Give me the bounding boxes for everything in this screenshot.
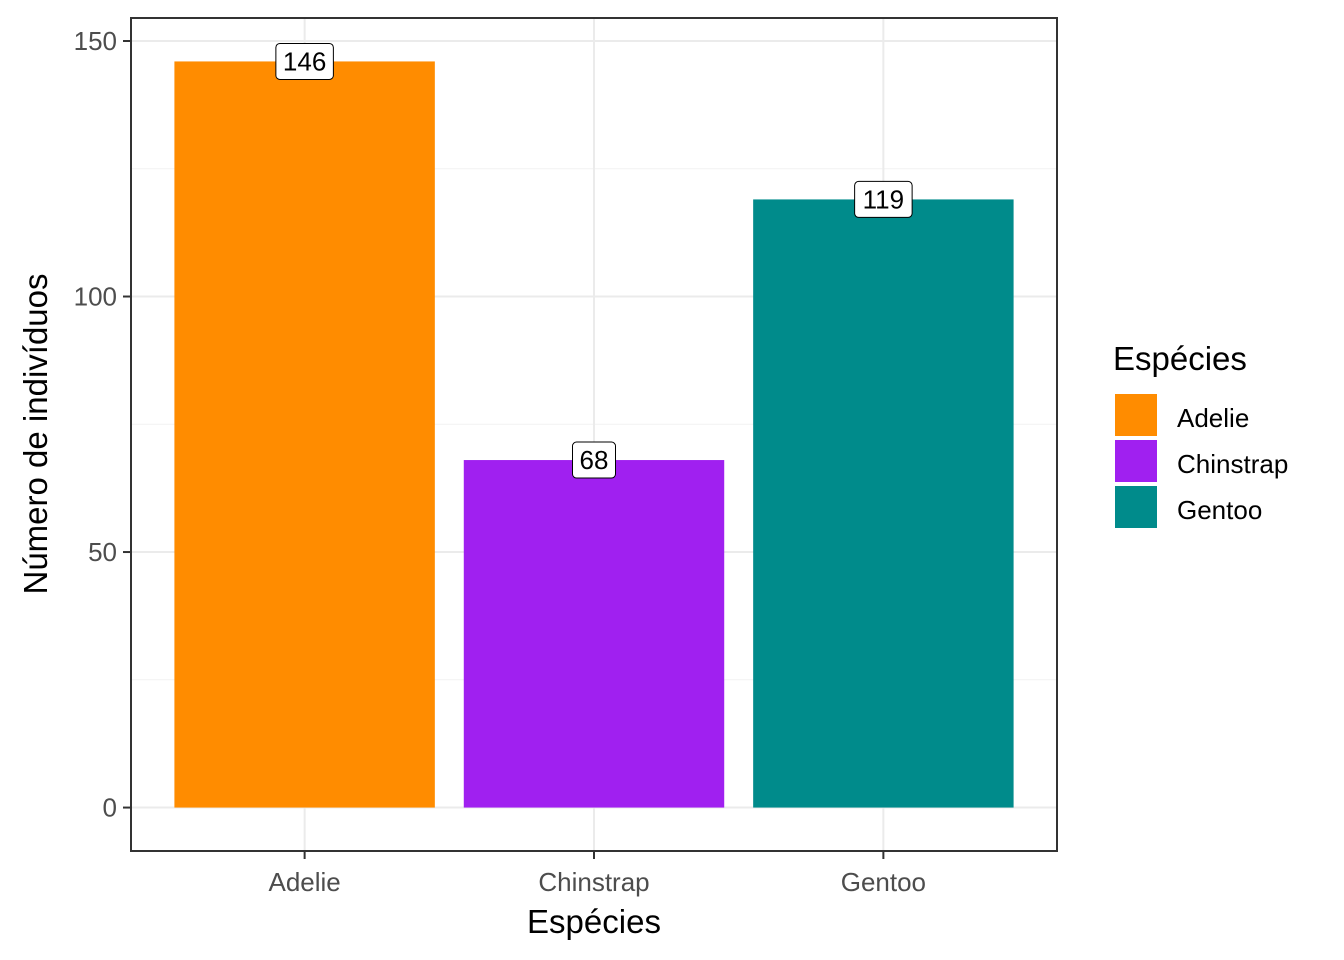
y-axis: 0 50 100 150 [74, 26, 131, 823]
y-tick-label: 100 [74, 282, 117, 312]
legend-label-adelie: Adelie [1177, 403, 1249, 433]
data-label: 68 [572, 441, 616, 479]
data-label-box [854, 180, 913, 218]
data-label: 119 [854, 180, 913, 218]
legend-key-adelie [1115, 394, 1157, 436]
bars [174, 61, 1014, 808]
bar-gentoo [753, 199, 1014, 808]
data-label-text: 146 [283, 46, 326, 76]
data-label-box [572, 441, 616, 479]
data-labels: 146 68 119 [275, 42, 913, 479]
x-axis-title: Espécies [527, 903, 661, 940]
data-label-box [275, 42, 334, 80]
x-tick-label: Chinstrap [538, 867, 649, 897]
y-tick-label: 50 [88, 537, 117, 567]
y-tick-label: 150 [74, 26, 117, 56]
data-label-text: 119 [863, 184, 904, 214]
data-label-text: 68 [580, 445, 609, 475]
x-axis: Adelie Chinstrap Gentoo [268, 851, 926, 897]
legend: Espécies Adelie Chinstrap Gentoo [1113, 340, 1288, 528]
legend-key-gentoo [1115, 486, 1157, 528]
y-axis-title: Número de indivíduos [17, 273, 54, 594]
legend-key-chinstrap [1115, 440, 1157, 482]
x-tick-label: Adelie [268, 867, 340, 897]
legend-label-gentoo: Gentoo [1177, 495, 1262, 525]
legend-title: Espécies [1113, 340, 1247, 377]
legend-label-chinstrap: Chinstrap [1177, 449, 1288, 479]
bar-chinstrap [463, 460, 725, 808]
data-label: 146 [275, 42, 334, 80]
y-tick-label: 0 [103, 793, 117, 823]
x-tick-label: Gentoo [841, 867, 926, 897]
bar-adelie [174, 61, 435, 808]
